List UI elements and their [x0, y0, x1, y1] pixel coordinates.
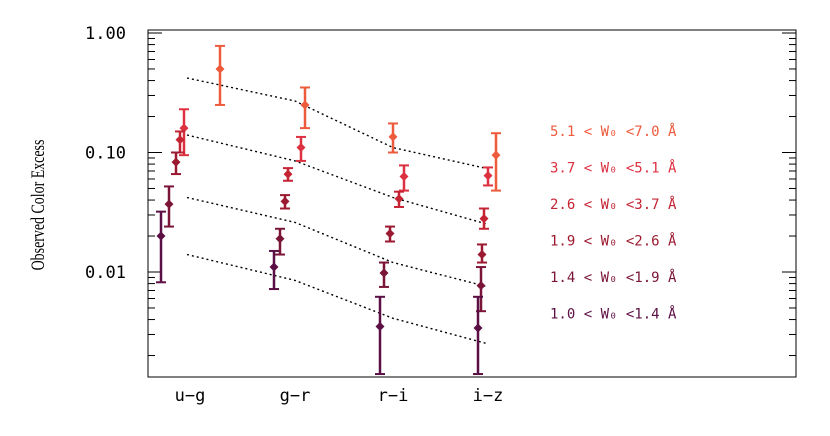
- data-point: [283, 169, 293, 179]
- x-tick-label: r−i: [378, 386, 409, 406]
- data-point: [491, 150, 501, 160]
- data-points: [156, 44, 501, 376]
- data-point: [296, 143, 306, 153]
- y-tick-label: 1.00: [85, 24, 126, 44]
- data-point: [179, 123, 189, 133]
- legend-entry: 5.1 < W₀ <7.0 Å: [550, 123, 677, 140]
- model-curve: [186, 77, 489, 170]
- series-points: [215, 44, 501, 192]
- data-point: [477, 250, 487, 260]
- series-points: [171, 151, 487, 264]
- data-point: [300, 100, 310, 110]
- data-point: [379, 268, 389, 278]
- data-point: [164, 199, 174, 209]
- data-point: [479, 214, 489, 224]
- data-point: [156, 231, 166, 241]
- series-points: [164, 185, 486, 313]
- data-point: [275, 234, 285, 244]
- y-axis-label: Observed Color Excess: [27, 140, 49, 271]
- model-curve: [186, 134, 489, 226]
- legend-entry: 3.7 < W₀ <5.1 Å: [550, 160, 677, 177]
- model-lines: [186, 77, 489, 345]
- data-point: [394, 194, 404, 204]
- x-tick-label: u−g: [175, 386, 206, 406]
- y-tick-label: 0.01: [85, 263, 126, 283]
- legend-entry: 1.0 < W₀ <1.4 Å: [550, 306, 677, 323]
- data-point: [171, 157, 181, 167]
- x-tick-label: g−r: [280, 386, 311, 406]
- legend-entry: 1.4 < W₀ <1.9 Å: [550, 269, 677, 286]
- data-point: [388, 132, 398, 142]
- plot-frame: [147, 29, 797, 378]
- data-point: [280, 196, 290, 206]
- model-curve: [186, 253, 489, 345]
- x-tick-label: i−z: [473, 386, 504, 406]
- data-point: [483, 171, 493, 181]
- axis-ticks: [148, 32, 796, 357]
- series-points: [175, 130, 489, 230]
- x-tick-labels: u−g g−r r−i i−z: [175, 386, 504, 406]
- legend: 5.1 < W₀ <7.0 Å 3.7 < W₀ <5.1 Å 2.6 < W₀ <…: [550, 123, 677, 323]
- series-points: [179, 108, 493, 192]
- data-point: [175, 135, 185, 145]
- data-point: [375, 321, 385, 331]
- y-tick-labels: 1.00 0.10 0.01: [85, 24, 126, 283]
- data-point: [473, 323, 483, 333]
- y-tick-label: 0.10: [85, 144, 126, 164]
- legend-entry: 2.6 < W₀ <3.7 Å: [550, 196, 677, 213]
- data-point: [476, 281, 486, 291]
- legend-entry: 1.9 < W₀ <2.6 Å: [550, 233, 677, 250]
- model-curve: [186, 196, 489, 288]
- data-point: [269, 262, 279, 272]
- data-point: [215, 64, 225, 74]
- data-point: [385, 228, 395, 238]
- series-points: [156, 210, 483, 376]
- data-point: [399, 171, 409, 181]
